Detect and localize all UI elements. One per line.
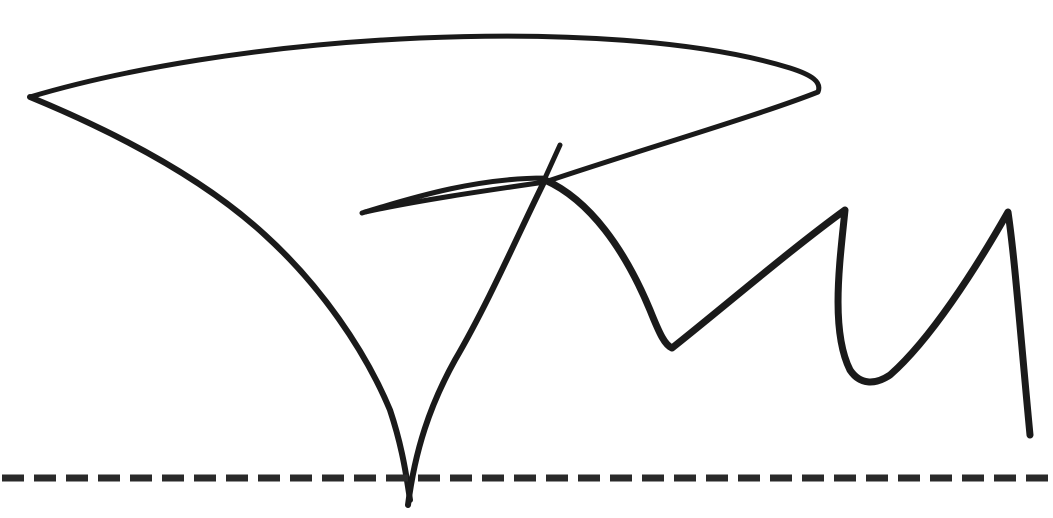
signature-strokes [27,33,1034,508]
signature-cross-stroke [359,142,563,216]
signature-zigzag [541,176,1034,439]
signature-top-loop [27,33,822,215]
signature-descender [405,177,548,508]
signature-left-sweep [27,94,413,503]
